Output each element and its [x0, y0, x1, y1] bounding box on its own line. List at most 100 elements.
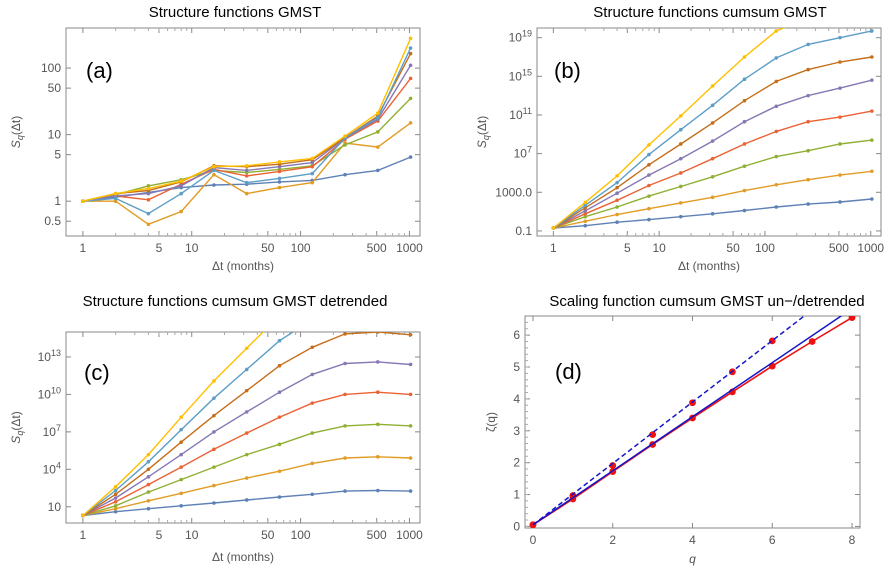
x-tick-label: 50 — [726, 241, 740, 255]
data-point — [806, 119, 810, 124]
data-point — [376, 332, 380, 334]
data-point — [212, 501, 216, 505]
data-point — [774, 129, 779, 134]
data-point — [146, 506, 151, 511]
data-point — [408, 332, 413, 337]
data-point — [583, 214, 588, 219]
data-point — [146, 222, 151, 227]
y-tick-label: 3 — [513, 424, 520, 438]
y-axis-label: Sq(Δt) — [475, 116, 491, 148]
x-tick-label: 1000 — [396, 528, 423, 542]
data-point — [838, 60, 842, 64]
x-tick-label: 500 — [829, 241, 849, 255]
data-point — [277, 185, 282, 190]
x-axis-label: Δt (months) — [678, 259, 740, 273]
data-point — [838, 8, 842, 12]
panel-title: Structure functions GMST — [149, 4, 322, 21]
data-point — [678, 156, 683, 161]
data-point — [277, 169, 282, 174]
data-point — [310, 160, 315, 165]
data-point — [408, 96, 413, 101]
series-line — [532, 316, 843, 526]
data-point — [179, 415, 183, 419]
y-tick-label: 1011 — [509, 106, 532, 122]
y-axis-label: Sq(Δt) — [9, 411, 25, 443]
data-point — [146, 197, 151, 202]
series-line — [82, 489, 411, 517]
data-point — [647, 194, 651, 198]
y-tick-label: 1 — [513, 488, 520, 502]
data-point — [179, 440, 183, 444]
data-point — [647, 143, 651, 147]
data-point — [615, 212, 619, 217]
panel-letter: (b) — [554, 58, 581, 83]
data-point — [583, 209, 588, 213]
data-point — [212, 413, 216, 418]
data-point — [583, 203, 588, 208]
data-point — [742, 77, 747, 82]
data-point — [310, 171, 315, 176]
panel-title: Scaling function cumsum GMST un−/detrend… — [549, 293, 864, 310]
data-point — [806, 42, 810, 47]
data-point — [277, 338, 282, 343]
chart-panel-4: Scaling function cumsum GMST un−/detrend… — [484, 293, 865, 566]
data-point — [678, 171, 683, 175]
data-point — [742, 98, 747, 103]
data-point — [408, 456, 413, 460]
data-point — [376, 115, 380, 120]
y-axis-label: Sq(Δt) — [9, 116, 25, 148]
x-tick-label: 500 — [367, 241, 387, 255]
data-point — [806, 202, 810, 206]
data-point — [615, 180, 619, 185]
data-point — [870, 197, 874, 201]
data-point — [376, 130, 380, 134]
data-point — [113, 488, 118, 493]
data-point — [647, 206, 651, 211]
y-tick-label: 5 — [54, 148, 61, 162]
data-point — [870, 169, 874, 174]
data-point — [678, 201, 683, 205]
data-point — [838, 86, 842, 90]
data-point — [848, 316, 856, 321]
data-point — [146, 459, 151, 464]
data-point — [774, 29, 779, 33]
data-point — [277, 469, 282, 474]
data-point — [710, 211, 715, 216]
data-point — [742, 55, 747, 59]
plot-frame — [65, 331, 421, 524]
y-tick-label: 50 — [48, 81, 62, 95]
y-tick-label: 1000.0 — [495, 185, 532, 199]
data-point — [277, 176, 282, 181]
data-point — [310, 372, 315, 377]
data-point — [179, 179, 183, 183]
data-point — [408, 362, 413, 367]
data-point — [408, 121, 413, 125]
data-point — [146, 467, 151, 472]
data-point — [244, 346, 249, 351]
data-point — [678, 184, 683, 189]
x-tick-label: 1 — [80, 241, 87, 255]
data-point — [244, 452, 249, 457]
plot-area — [551, 1, 874, 230]
data-point — [277, 160, 282, 164]
x-tick-label: 1 — [550, 241, 557, 255]
data-point — [343, 456, 347, 460]
x-tick-label: 100 — [755, 241, 775, 255]
y-tick-label: 104 — [43, 460, 61, 476]
data-point — [244, 367, 249, 372]
data-point — [212, 379, 216, 383]
data-point — [113, 496, 118, 500]
data-point — [838, 142, 842, 146]
data-point — [376, 360, 380, 364]
data-point — [742, 164, 747, 169]
data-point — [277, 180, 282, 184]
plot-area — [529, 316, 856, 528]
data-point — [678, 214, 683, 219]
data-point — [212, 483, 216, 488]
data-point — [244, 410, 249, 414]
data-point — [244, 498, 249, 502]
data-point — [774, 56, 779, 60]
data-point — [870, 1, 874, 5]
plot-area — [81, 36, 413, 227]
